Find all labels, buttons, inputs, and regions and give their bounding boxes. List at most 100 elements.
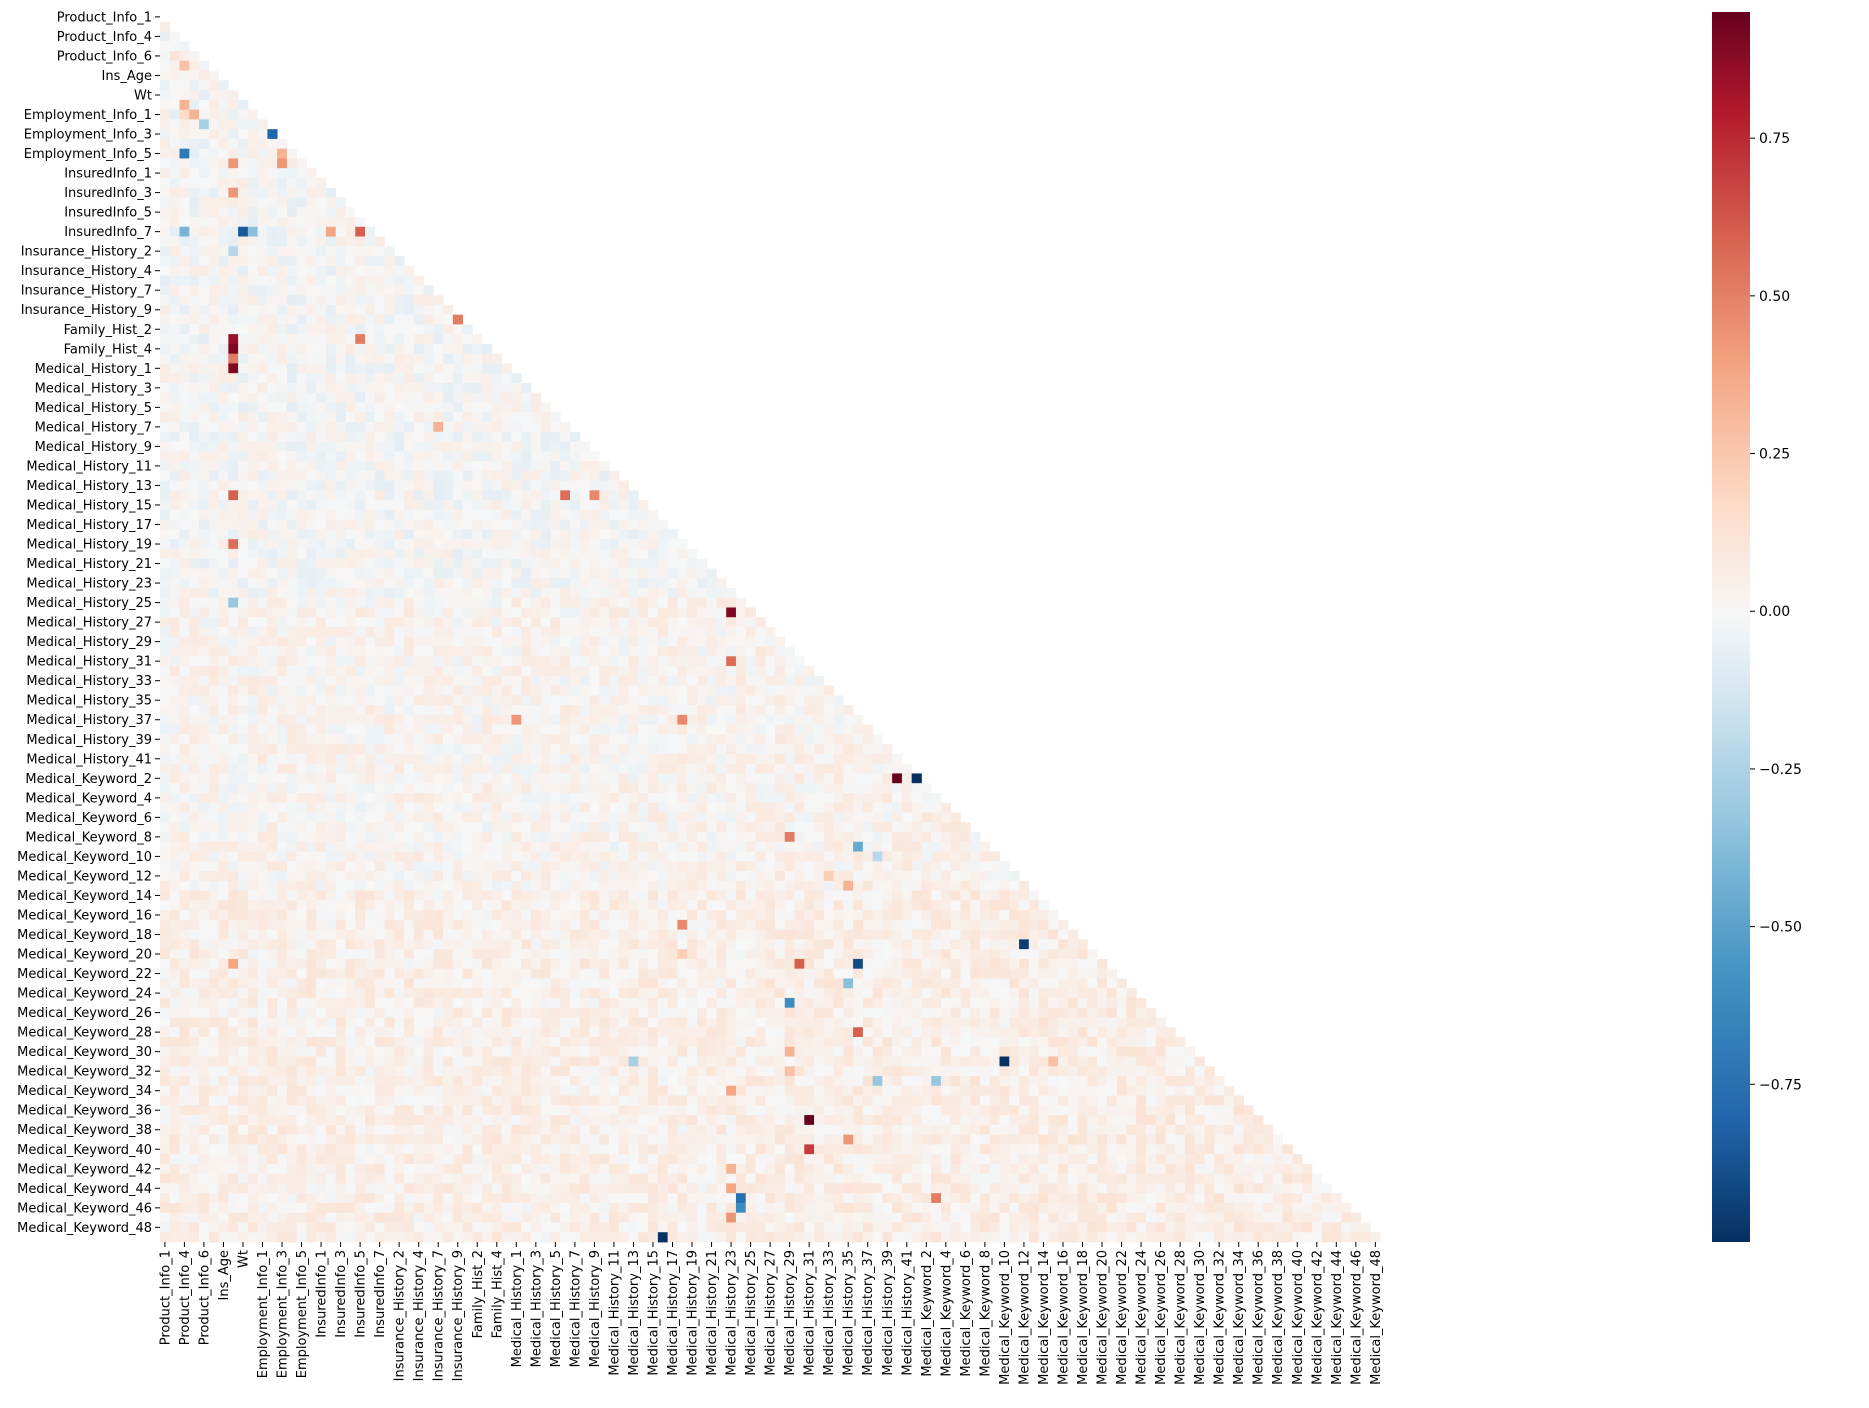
heatmap-cell: [316, 871, 327, 882]
heatmap-cell: [238, 617, 249, 628]
heatmap-cell: [706, 832, 717, 843]
heatmap-cell: [452, 685, 464, 696]
heatmap-cell: [618, 871, 629, 882]
heatmap-cell: [775, 919, 786, 931]
heatmap-cell: [726, 675, 737, 686]
heatmap-cell: [335, 685, 346, 696]
heatmap-cell: [335, 783, 346, 794]
heatmap-cell: [325, 900, 337, 911]
heatmap-cell: [706, 958, 717, 970]
heatmap-cell: [179, 988, 190, 999]
heatmap-cell: [306, 871, 317, 882]
heatmap-cell: [696, 763, 708, 774]
heatmap-cell: [179, 871, 190, 882]
heatmap-cell: [433, 792, 444, 804]
heatmap-cell: [277, 177, 288, 189]
heatmap-cell: [452, 597, 464, 608]
heatmap-cell: [345, 627, 356, 638]
heatmap-cell: [540, 431, 551, 442]
heatmap-cell: [940, 880, 952, 891]
heatmap-cell: [355, 705, 366, 716]
heatmap-cell: [677, 656, 688, 667]
heatmap-cell: [443, 705, 454, 716]
heatmap-cell: [609, 685, 620, 696]
heatmap-cell: [365, 822, 376, 833]
heatmap-cells: [160, 21, 1381, 1243]
heatmap-cell: [394, 334, 405, 345]
heatmap-cell: [443, 958, 454, 970]
heatmap-cell: [394, 988, 405, 999]
heatmap-cell: [501, 607, 512, 618]
heatmap-cell: [238, 666, 249, 677]
heatmap-cell: [648, 617, 659, 628]
heatmap-cell: [609, 548, 620, 560]
heatmap-cell: [413, 539, 424, 550]
heatmap-cell: [277, 724, 288, 735]
heatmap-cell: [355, 441, 366, 452]
heatmap-cell: [286, 900, 298, 911]
heatmap-cell: [911, 783, 922, 794]
heatmap-cell: [247, 148, 259, 159]
heatmap-cell: [443, 773, 454, 784]
heatmap-cell: [277, 490, 288, 501]
heatmap-cell: [784, 978, 795, 989]
heatmap-cell: [882, 949, 893, 960]
heatmap-cell: [677, 871, 688, 882]
heatmap-cell: [384, 988, 395, 999]
heatmap-cell: [491, 753, 503, 765]
heatmap-cell: [218, 295, 229, 306]
heatmap-cell: [169, 60, 180, 71]
heatmap-cell: [550, 861, 561, 872]
heatmap-cell: [462, 763, 473, 774]
heatmap-cell: [853, 724, 864, 735]
heatmap-cell: [277, 851, 288, 862]
heatmap-cell: [394, 734, 405, 745]
heatmap-cell: [335, 529, 346, 540]
heatmap-cell: [589, 792, 600, 804]
heatmap-cell: [404, 539, 415, 550]
heatmap-cell: [365, 402, 376, 413]
heatmap-cell: [599, 773, 610, 784]
heatmap-cell: [384, 568, 395, 579]
heatmap-cell: [199, 441, 210, 452]
heatmap-cell: [755, 949, 766, 960]
heatmap-cell: [677, 705, 688, 716]
heatmap-cell: [169, 217, 180, 228]
heatmap-cell: [306, 607, 317, 618]
heatmap-cell: [657, 871, 669, 882]
heatmap-cell: [814, 822, 825, 833]
heatmap-cell: [208, 70, 219, 81]
heatmap-cell: [599, 871, 610, 882]
heatmap-cell: [609, 802, 620, 813]
heatmap-cell: [618, 480, 629, 491]
heatmap-cell: [775, 792, 786, 804]
heatmap-cell: [452, 412, 464, 423]
heatmap-cell: [491, 968, 503, 979]
heatmap-cell: [667, 666, 678, 677]
heatmap-cell: [169, 939, 180, 950]
heatmap-cell: [199, 217, 210, 228]
heatmap-cell: [335, 587, 346, 599]
heatmap-cell: [989, 900, 1000, 911]
heatmap-cell: [316, 509, 327, 521]
heatmap-cell: [999, 861, 1010, 872]
heatmap-cell: [628, 490, 639, 501]
heatmap-cell: [228, 509, 239, 521]
heatmap-cell: [345, 382, 356, 394]
heatmap-cell: [511, 773, 522, 784]
heatmap-cell: [423, 343, 434, 355]
heatmap-cell: [325, 802, 337, 813]
heatmap-cell: [238, 890, 249, 901]
heatmap-cell: [735, 890, 747, 901]
heatmap-cell: [433, 900, 444, 911]
heatmap-cell: [355, 627, 366, 638]
heatmap-cell: [960, 861, 971, 872]
heatmap-cell: [345, 646, 356, 657]
heatmap-cell: [374, 851, 385, 862]
heatmap-cell: [472, 705, 483, 716]
heatmap-cell: [745, 744, 756, 755]
heatmap-cell: [833, 910, 844, 921]
heatmap-cell: [491, 412, 503, 423]
heatmap-cell: [413, 490, 424, 501]
heatmap-cell: [238, 656, 249, 667]
